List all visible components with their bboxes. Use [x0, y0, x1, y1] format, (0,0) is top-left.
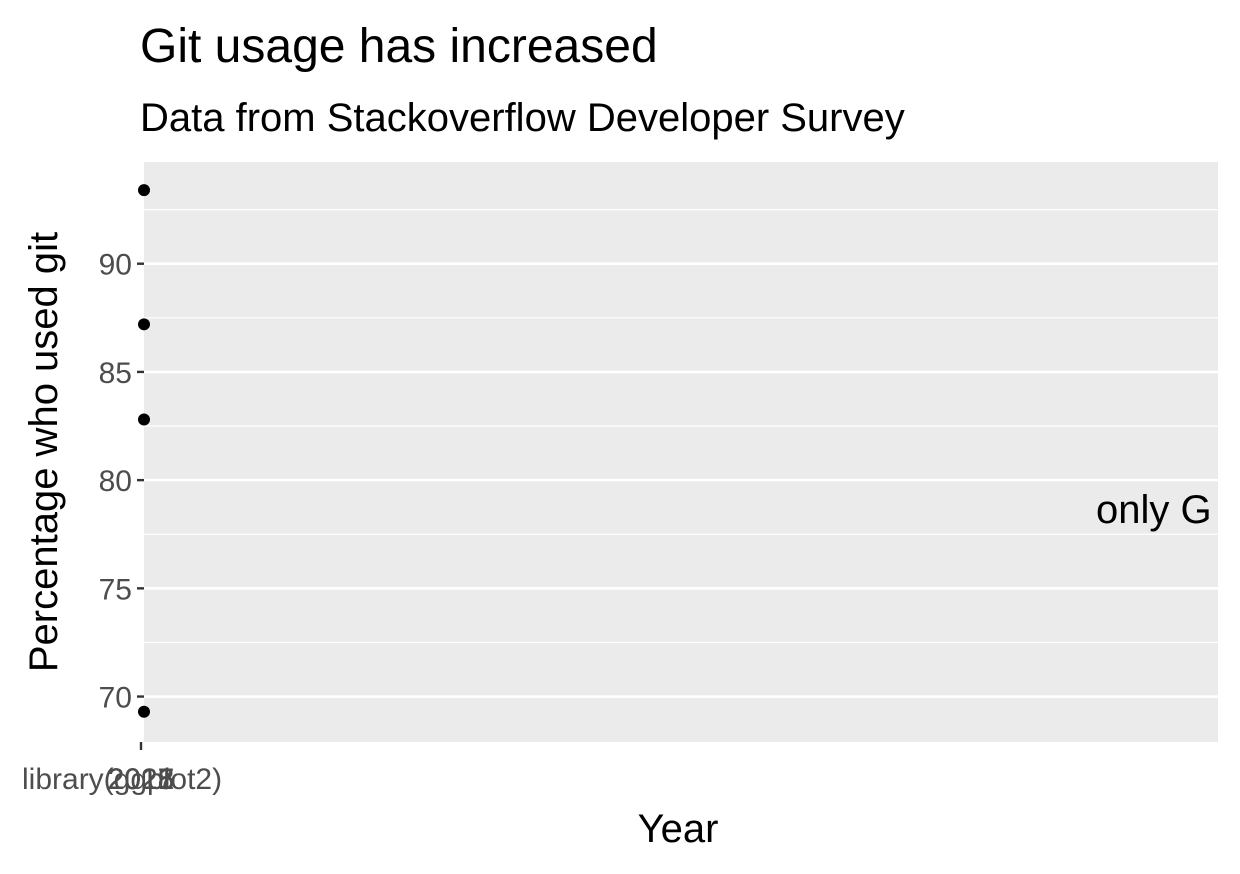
chart-subtitle: Data from Stackoverflow Developer Survey: [140, 96, 905, 140]
x-tick-label: 2017: [108, 763, 175, 796]
x-tick-label: 2021: [108, 763, 175, 796]
data-point: [138, 318, 150, 331]
y-axis-title: Percentage who used git: [22, 232, 66, 672]
major-gridlines: [144, 262, 1218, 698]
x-tick-label: 2018: [108, 763, 175, 796]
minor-gridlines: [144, 209, 1218, 644]
x-axis-title: Year: [638, 807, 719, 851]
x-tick-label: 2015: [108, 763, 175, 796]
y-axis: 70 75 80 85 90: [99, 249, 144, 715]
x-tick-overlay-label: library(ggplot2): [22, 763, 222, 796]
y-tick-label: 80: [99, 465, 132, 498]
data-point: [138, 705, 150, 718]
y-tick-label: 85: [99, 357, 132, 390]
y-tick-label: 90: [99, 249, 132, 282]
chart-title: Git usage has increased: [140, 20, 658, 73]
data-points: [138, 184, 150, 718]
data-point: [138, 184, 150, 197]
y-tick-label: 75: [99, 573, 132, 606]
plot-panel: [144, 162, 1218, 742]
data-point: [138, 413, 150, 426]
annotation-text: only G: [1096, 488, 1212, 532]
y-tick-label: 70: [99, 682, 132, 715]
